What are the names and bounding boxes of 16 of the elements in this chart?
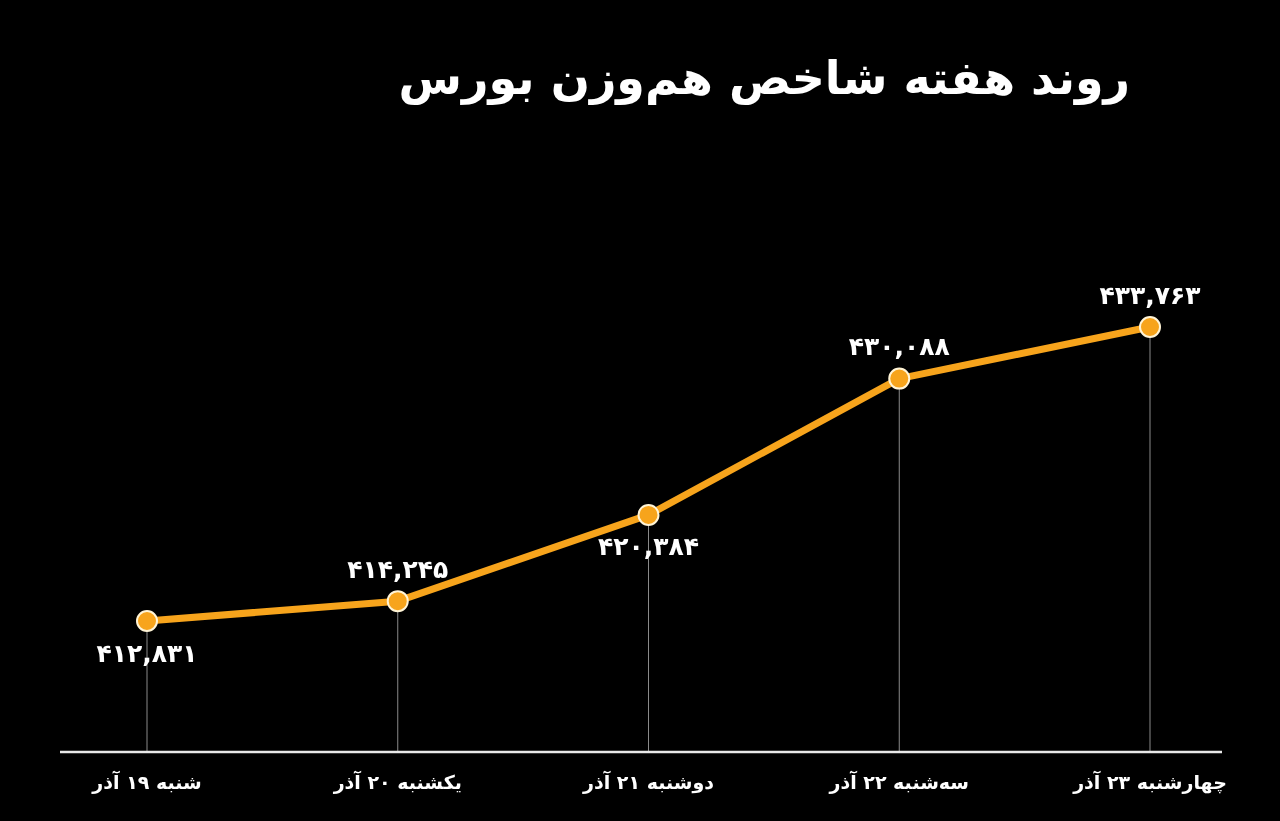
x-tick-label: شنبه ۱۹ آذر — [91, 770, 202, 794]
point — [637, 503, 660, 526]
x-tick-label: سه‌شنبه ۲۲ آذر — [828, 770, 970, 794]
data-label: ۴۳۰,۰۸۸ — [848, 332, 950, 362]
data-label: ۴۲۰,۳۸۴ — [597, 532, 700, 562]
x-tick-label: دوشنبه ۲۱ آذر — [582, 770, 715, 794]
data-label: ۴۳۳,۷۶۳ — [1099, 280, 1201, 310]
point — [1139, 316, 1161, 338]
data-label: ۴۱۲,۸۳۱ — [96, 638, 198, 668]
point — [386, 590, 409, 613]
point — [136, 610, 158, 632]
data-label: ۴۱۴,۲۴۵ — [347, 554, 449, 584]
x-tick-label: چهارشنبه ۲۳ آذر — [1072, 770, 1227, 794]
chart-title: روند هفته شاخص هم‌وزن بورس — [398, 51, 1130, 105]
x-tick-label: یکشنبه ۲۰ آذر — [332, 770, 462, 794]
point — [888, 367, 911, 390]
